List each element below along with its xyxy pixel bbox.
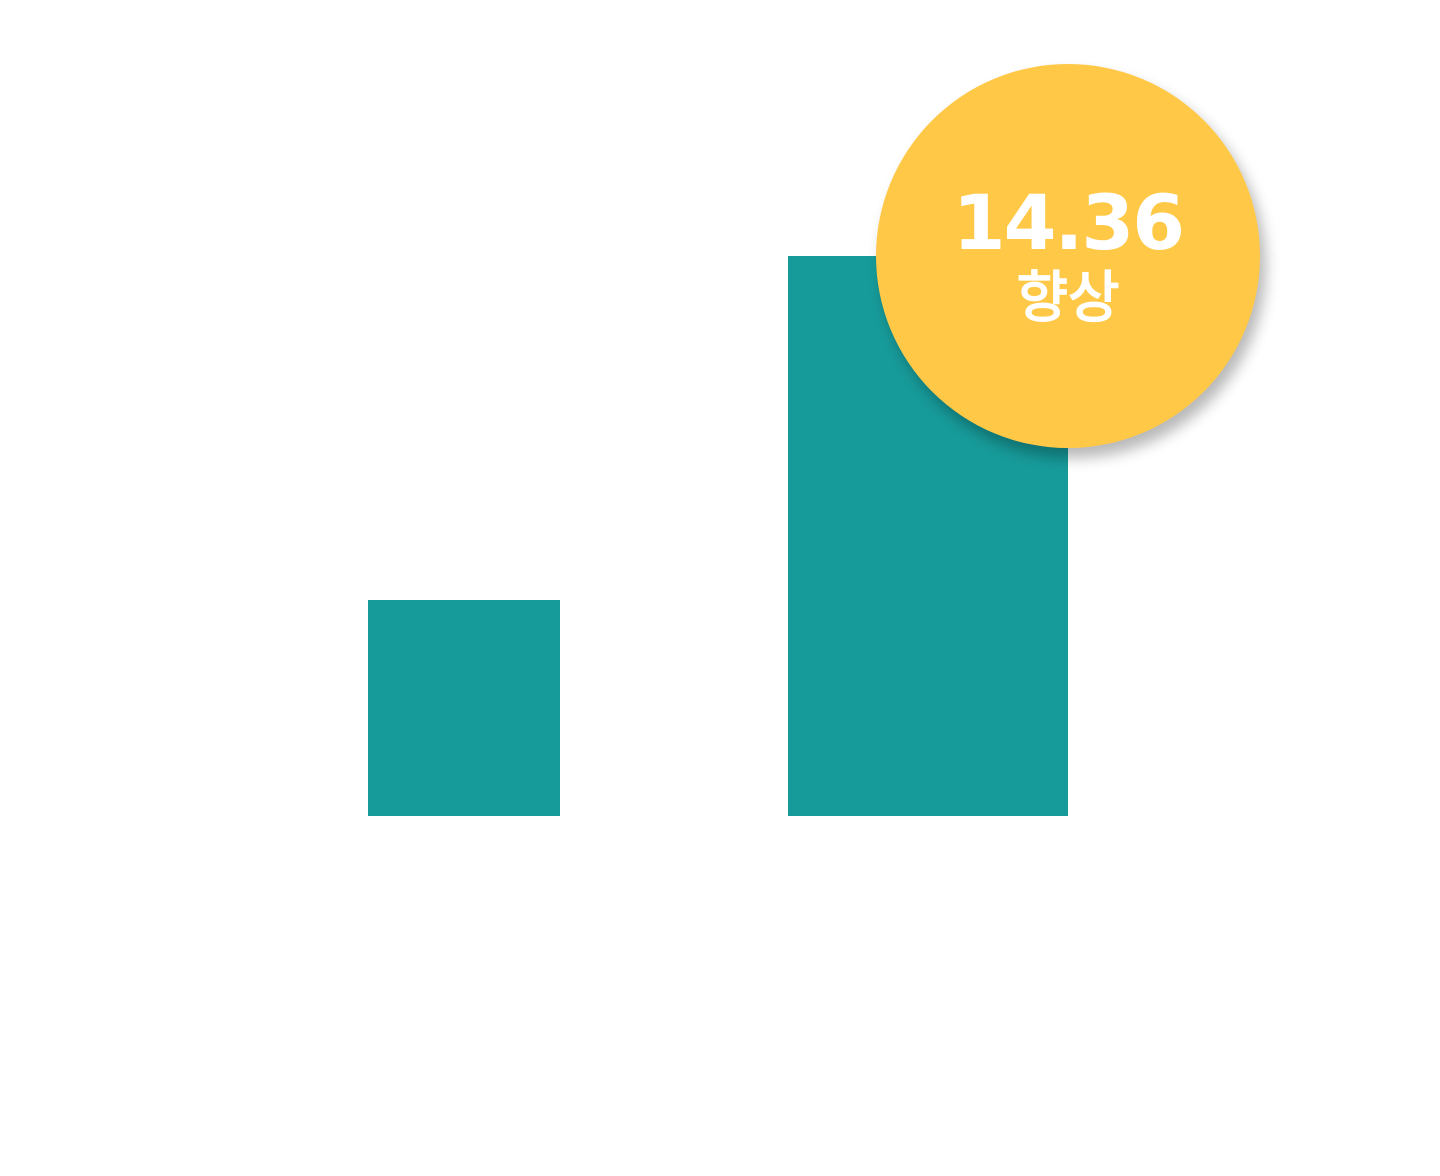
improvement-callout-badge: 14.36 향상 xyxy=(876,64,1260,448)
callout-value: 14.36 xyxy=(952,178,1185,267)
callout-label: 향상 xyxy=(1016,266,1120,331)
bar-1 xyxy=(368,600,560,816)
